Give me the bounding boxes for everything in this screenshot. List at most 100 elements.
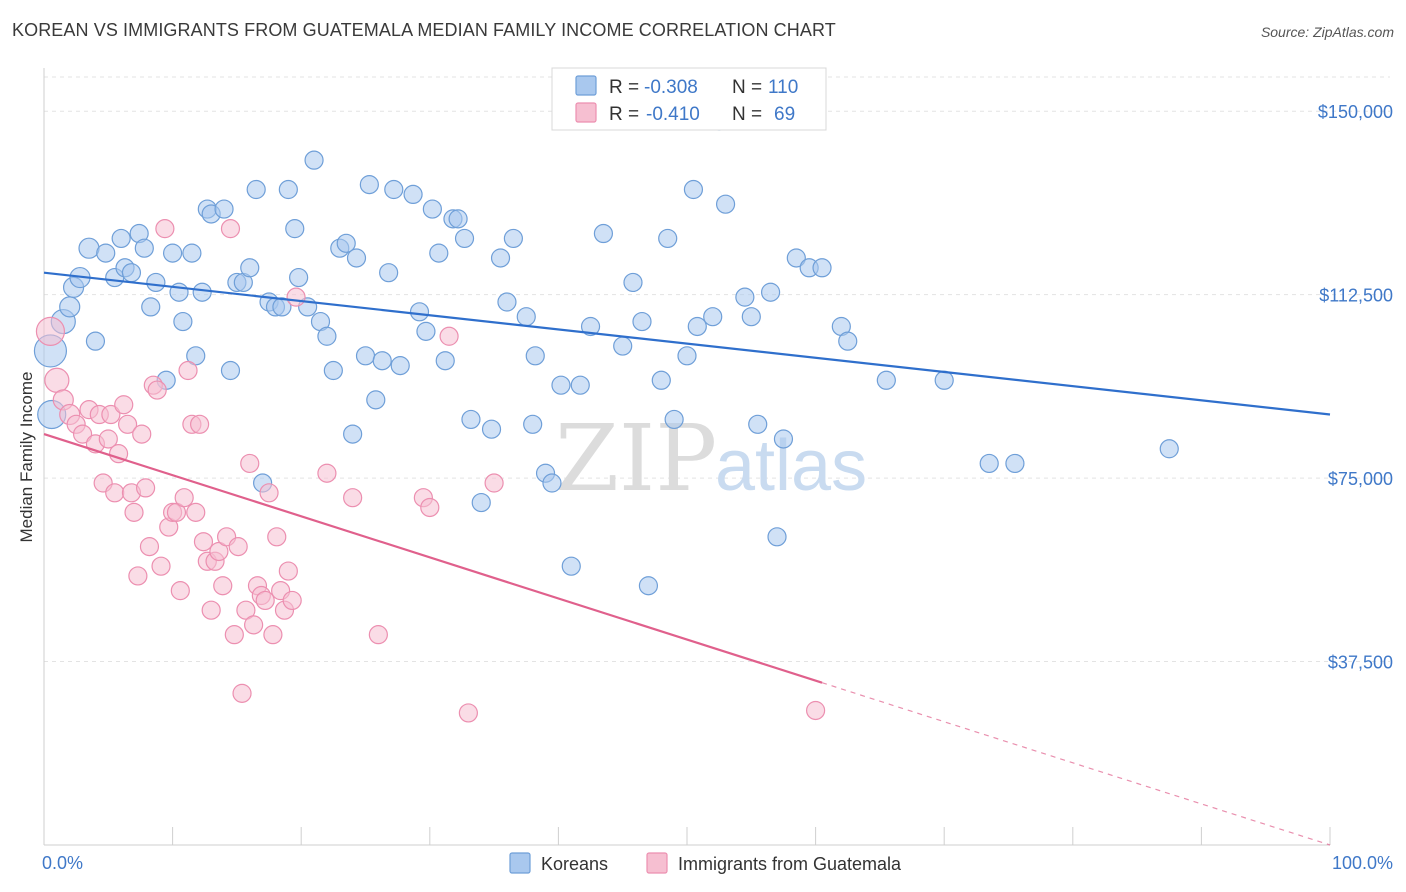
korean-point <box>448 209 468 229</box>
korean-point <box>359 175 379 195</box>
korean-point <box>317 326 337 346</box>
guatemala-point <box>228 537 248 557</box>
korean-point <box>613 336 633 356</box>
legend-r-label-guatemala: R = <box>609 104 639 125</box>
bottom-legend-swatch-koreans <box>509 852 531 874</box>
legend-n-label-koreans: N = <box>732 77 762 98</box>
grid-lines <box>44 76 1390 663</box>
korean-point <box>651 370 671 390</box>
korean-point <box>355 346 376 366</box>
bottom-legend-label-koreans: Koreans <box>541 854 608 874</box>
korean-point <box>240 258 260 278</box>
korean-point <box>85 331 106 351</box>
guatemala-point <box>213 576 233 596</box>
guatemala-point <box>151 556 171 576</box>
trend-lines <box>43 271 1331 846</box>
legend-r-value-koreans: -0.308 <box>644 77 698 98</box>
korean-point <box>876 370 896 390</box>
korean-point <box>323 360 343 381</box>
y-tick-labels: $37,500 $75,000 $112,500 $150,000 <box>1318 102 1393 672</box>
x-tick-label: 0.0% <box>42 853 83 873</box>
guatemala-point <box>458 703 478 723</box>
korean-point <box>687 316 707 337</box>
korean-point <box>372 351 392 371</box>
guatemala-point <box>98 429 118 449</box>
korean-point <box>78 237 100 259</box>
korean-point <box>416 321 436 341</box>
korean-point <box>561 556 581 576</box>
guatemala-point <box>263 625 283 645</box>
guatemala-point <box>259 483 279 503</box>
data-points <box>33 111 1179 723</box>
guatemala-point <box>484 473 504 493</box>
guatemala-point <box>343 488 363 508</box>
korean-point <box>182 243 202 263</box>
korean-point <box>760 282 781 302</box>
korean-point <box>163 243 183 263</box>
guatemala-point <box>201 600 221 620</box>
korean-point <box>838 331 858 351</box>
korean-point <box>454 228 475 249</box>
korean-point <box>516 307 536 327</box>
guatemala-point <box>186 502 206 522</box>
guatemala-point <box>135 478 156 498</box>
korean-point <box>366 390 386 410</box>
korean-point <box>141 297 161 317</box>
guatemala-point <box>101 404 121 425</box>
korean-point <box>146 272 166 293</box>
korean-point <box>343 424 363 444</box>
legend-box <box>551 67 827 131</box>
guatemala-point <box>232 683 252 703</box>
guatemala-point <box>224 625 244 645</box>
korean-point <box>632 311 652 332</box>
trend-line-guatemala-extrapolated <box>821 682 1331 846</box>
korean-point <box>121 263 142 283</box>
guatemala-point <box>72 424 93 444</box>
korean-point <box>503 228 523 249</box>
korean-point <box>435 351 455 371</box>
korean-point <box>285 219 305 239</box>
korean-point <box>523 414 543 434</box>
korean-point <box>304 150 324 170</box>
guatemala-point <box>114 395 134 415</box>
y-tick-label: $112,500 <box>1319 286 1393 306</box>
korean-point <box>741 307 761 327</box>
guatemala-point <box>139 537 160 557</box>
korean-point <box>96 243 116 263</box>
x-tick-label: 100.0% <box>1332 853 1393 873</box>
correlation-legend: R = -0.308 N = 110 R = -0.410 N = 69 <box>551 67 827 131</box>
guatemala-point <box>44 367 70 393</box>
guatemala-point <box>124 502 144 522</box>
guatemala-point <box>132 424 152 444</box>
korean-point <box>59 296 81 318</box>
korean-point <box>551 375 571 395</box>
series-legend: Koreans Immigrants from Guatemala <box>509 852 902 874</box>
korean-point <box>429 243 449 263</box>
chart-title: KOREAN VS IMMIGRANTS FROM GUATEMALA MEDI… <box>12 20 836 40</box>
korean-point <box>979 453 999 474</box>
guatemala-point <box>267 527 287 547</box>
korean-point <box>683 179 704 200</box>
korean-point <box>471 492 491 513</box>
guatemala-point <box>117 414 138 434</box>
korean-point <box>638 576 659 596</box>
guatemala-point <box>170 581 190 601</box>
korean-point <box>497 292 517 312</box>
y-tick-label: $75,000 <box>1328 469 1393 489</box>
guatemala-point <box>420 497 440 518</box>
bottom-legend-swatch-guatemala <box>646 852 668 874</box>
legend-n-value-guatemala: 69 <box>774 104 795 125</box>
korean-point <box>767 527 787 547</box>
korean-point <box>934 370 954 390</box>
x-tick-labels: 0.0% 100.0% <box>42 853 1393 873</box>
legend-r-value-guatemala: -0.410 <box>646 104 700 125</box>
korean-point <box>336 233 356 253</box>
korean-point <box>580 316 601 337</box>
guatemala-point <box>278 561 298 581</box>
source-credit: Source: ZipAtlas.com <box>1260 24 1394 40</box>
axes <box>43 68 1331 846</box>
y-tick-label: $150,000 <box>1318 102 1393 122</box>
korean-point <box>1005 453 1025 474</box>
bottom-legend-label-guatemala: Immigrants from Guatemala <box>678 854 902 874</box>
